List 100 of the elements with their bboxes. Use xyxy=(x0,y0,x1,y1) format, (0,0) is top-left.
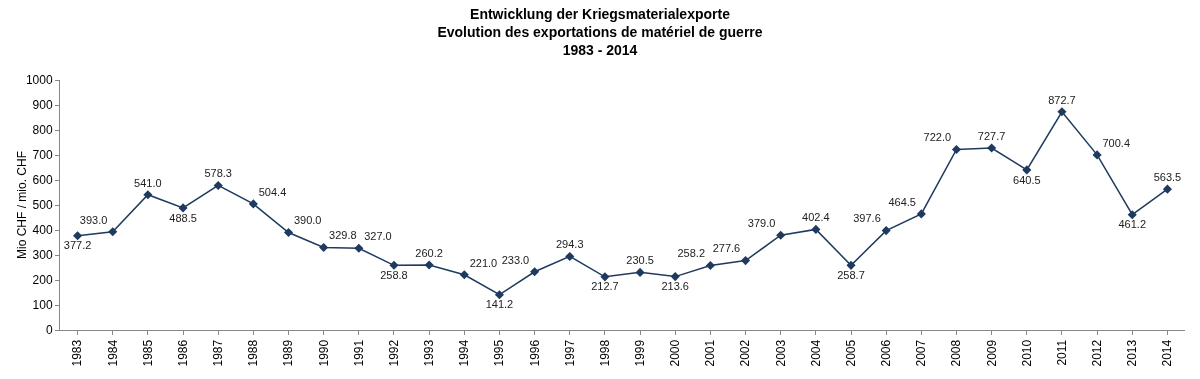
data-label: 141.2 xyxy=(485,298,514,311)
x-tick-label: 2005 xyxy=(843,339,858,367)
data-label: 221.0 xyxy=(469,256,498,269)
y-tick-label: 0 xyxy=(45,323,53,338)
x-tick-label: 1991 xyxy=(351,339,366,367)
x-tick-label: 2001 xyxy=(703,339,718,367)
y-tick-label: 500 xyxy=(32,198,53,213)
point xyxy=(178,203,188,213)
x-tick-label: 2013 xyxy=(1125,339,1140,367)
x-tick-label: 1988 xyxy=(246,339,261,367)
point xyxy=(354,243,364,253)
x-tick-label: 1984 xyxy=(105,339,120,367)
y-tick-label: 800 xyxy=(32,123,53,138)
point xyxy=(73,231,83,241)
x-tick-label: 1994 xyxy=(457,339,472,367)
x-tick-label: 1989 xyxy=(281,339,296,367)
point xyxy=(494,290,504,300)
data-label: 327.0 xyxy=(364,230,392,243)
point xyxy=(846,260,856,270)
point xyxy=(1162,184,1172,194)
data-label: 329.8 xyxy=(329,229,357,242)
x-tick-label: 1986 xyxy=(175,339,190,367)
x-tick-label: 1998 xyxy=(597,339,612,367)
data-label: 258.2 xyxy=(677,247,706,260)
x-tick-label: 1987 xyxy=(211,339,226,367)
point xyxy=(916,209,926,219)
data-label: 464.5 xyxy=(888,195,916,208)
point xyxy=(424,260,434,270)
point xyxy=(987,143,997,153)
data-label: 700.4 xyxy=(1102,136,1131,149)
point xyxy=(881,226,891,236)
point xyxy=(389,260,399,270)
x-tick-label: 2009 xyxy=(984,339,999,367)
data-label: 377.2 xyxy=(63,239,92,252)
x-tick-label: 1996 xyxy=(527,339,542,367)
y-tick-label: 200 xyxy=(32,273,53,288)
point xyxy=(283,227,294,238)
point xyxy=(1127,210,1137,220)
point xyxy=(108,227,118,237)
point xyxy=(951,144,962,155)
data-label: 390.0 xyxy=(293,214,322,227)
x-tick-label: 2010 xyxy=(1019,339,1034,367)
chart-title: Entwicklung der Kriegsmaterialexporte Evolution des exportations de matériel de guerre 1983 - 2014 xyxy=(437,5,763,59)
point xyxy=(741,256,751,266)
x-tick-label: 2011 xyxy=(1054,339,1069,366)
x-tick-label: 1992 xyxy=(386,339,401,367)
y-tick-label: 900 xyxy=(32,98,53,113)
data-label: 258.7 xyxy=(837,268,865,281)
x-tick-label: 2003 xyxy=(773,339,788,367)
point xyxy=(705,260,715,270)
data-label: 461.2 xyxy=(1118,218,1147,231)
point xyxy=(565,251,575,261)
x-tick-label: 2006 xyxy=(879,339,894,367)
y-tick-label: 100 xyxy=(32,298,53,313)
y-tick-label: 700 xyxy=(32,148,53,163)
point xyxy=(213,180,223,190)
data-label: 872.7 xyxy=(1048,93,1076,106)
data-label: 260.2 xyxy=(415,246,443,259)
y-tick-label: 400 xyxy=(32,223,53,238)
point xyxy=(143,190,153,200)
data-label: 213.6 xyxy=(661,280,689,293)
data-label: 233.0 xyxy=(501,253,530,266)
x-tick-label: 2004 xyxy=(808,339,823,367)
data-label: 230.5 xyxy=(626,254,654,267)
x-tick-label: 1999 xyxy=(632,339,647,367)
data-label: 727.7 xyxy=(977,129,1006,142)
point xyxy=(1092,150,1102,160)
data-label: 722.0 xyxy=(923,131,952,144)
y-axis-title: Mio CHF / mio. CHF xyxy=(15,151,29,259)
point xyxy=(1057,107,1067,117)
y-tick-label: 1000 xyxy=(25,73,53,88)
x-tick-label: 1985 xyxy=(140,339,155,367)
x-tick-label: 1993 xyxy=(422,339,437,367)
x-tick-label: 1997 xyxy=(562,339,577,367)
x-tick-label: 1995 xyxy=(492,339,507,367)
data-label: 397.6 xyxy=(853,212,881,225)
x-tick-label: 2002 xyxy=(738,339,753,367)
x-tick-label: 1983 xyxy=(70,339,85,367)
data-label: 488.5 xyxy=(169,211,197,224)
data-label: 294.3 xyxy=(556,238,584,251)
x-tick-label: 1990 xyxy=(316,339,331,367)
data-label: 379.0 xyxy=(747,217,776,230)
data-label: 258.8 xyxy=(380,268,408,281)
x-tick-label: 2008 xyxy=(949,339,964,367)
data-label: 402.4 xyxy=(802,211,830,224)
data-label: 504.4 xyxy=(258,185,287,198)
data-label: 541.0 xyxy=(134,176,162,189)
point xyxy=(459,270,469,280)
x-tick-label: 2007 xyxy=(914,339,929,367)
point xyxy=(530,267,540,277)
data-label: 563.5 xyxy=(1153,171,1182,184)
point xyxy=(1022,165,1032,175)
point xyxy=(776,230,786,240)
y-tick-label: 300 xyxy=(32,248,53,263)
point xyxy=(248,199,258,209)
x-tick-label: 2012 xyxy=(1090,339,1105,367)
data-label: 212.7 xyxy=(591,280,619,293)
point xyxy=(811,224,821,234)
point xyxy=(670,272,680,282)
point xyxy=(600,272,610,282)
